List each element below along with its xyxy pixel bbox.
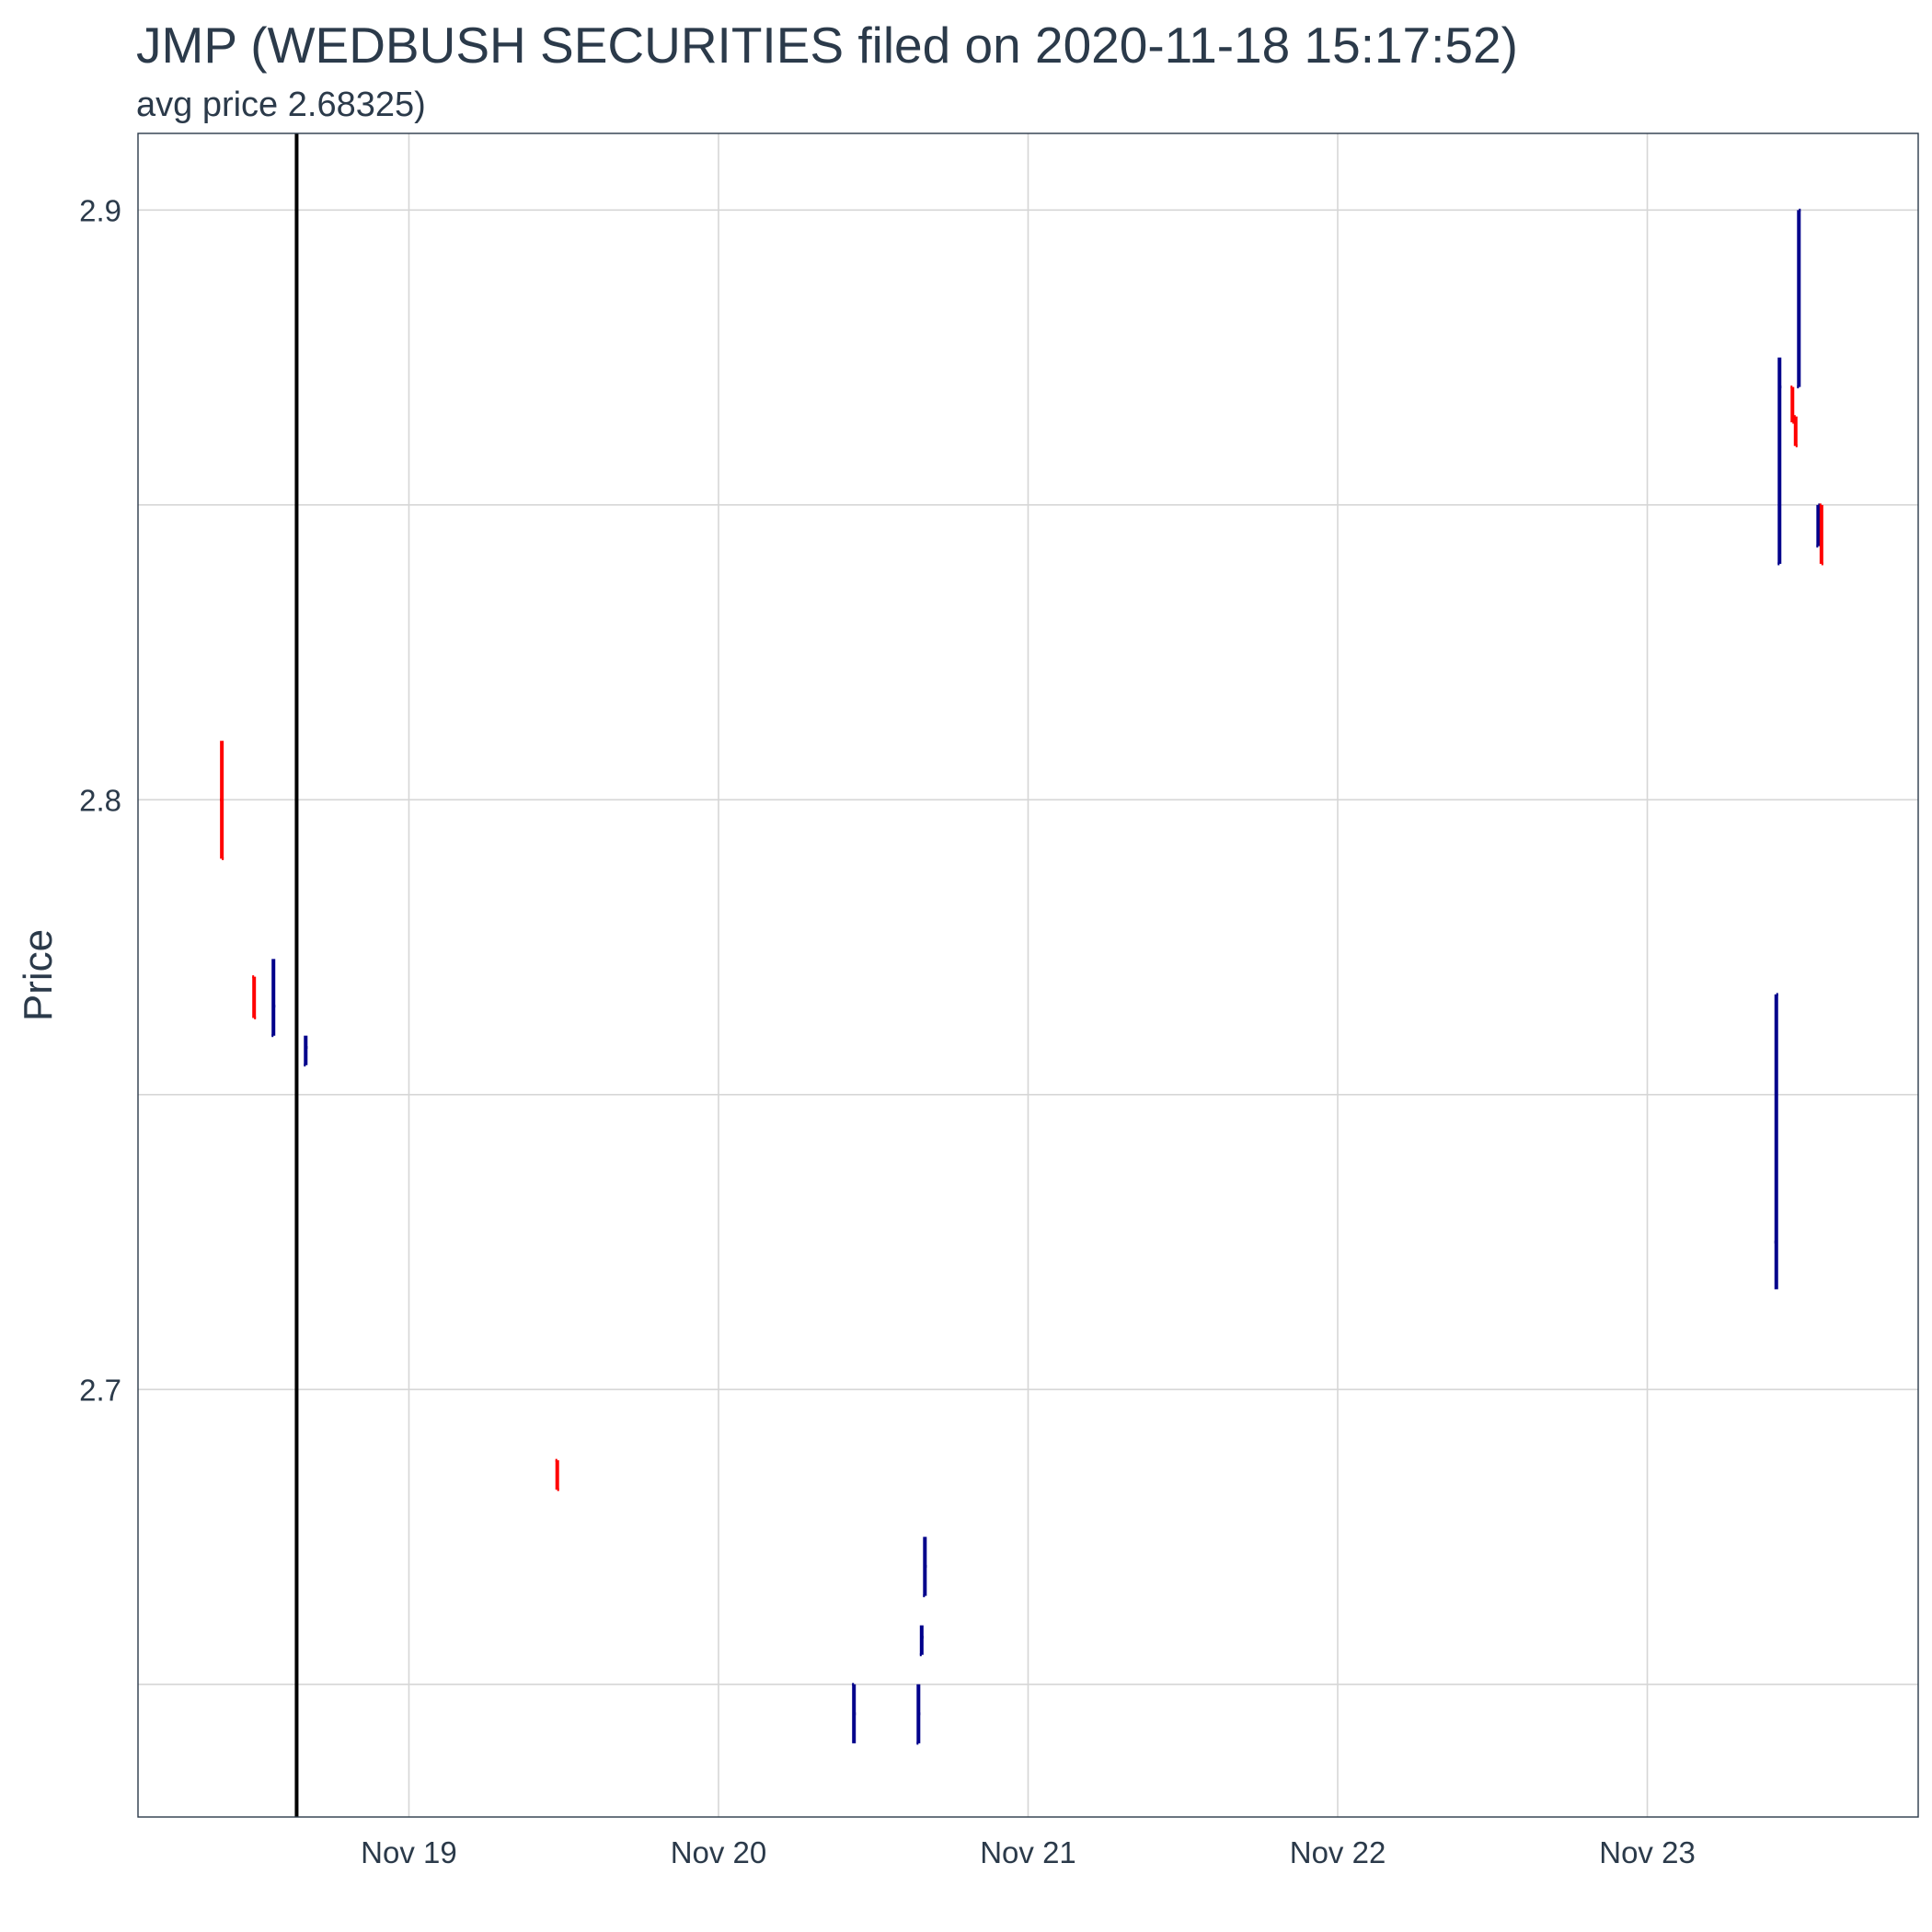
ohlc-bar [220,741,224,860]
y-axis-title: Price [16,929,61,1021]
price-bars [220,208,1823,1745]
y-tick-label: 2.9 [79,193,121,227]
x-tick-label: Nov 19 [361,1835,457,1869]
ohlc-bar [1819,503,1823,566]
x-tick-label: Nov 23 [1599,1835,1696,1869]
ohlc-bar [555,1458,559,1491]
y-tick-label: 2.8 [79,783,121,817]
ohlc-bar [1774,993,1778,1290]
ohlc-bar [271,959,276,1038]
ohlc-bar [916,1684,921,1745]
ohlc-bar [1816,503,1821,548]
ohlc-bar [252,975,257,1019]
x-tick-label: Nov 21 [980,1835,1076,1869]
ohlc-bar [923,1536,927,1598]
chart-title: JMP (WEDBUSH SECURITIES filed on 2020-11… [136,17,1518,74]
chart-subtitle: avg price 2.68325) [136,86,426,124]
axis-ticks: Nov 19 Nov 20 Nov 21 Nov 22 Nov 23 2.7 2.8 2.9 [79,193,1696,1869]
ohlc-bar [304,1035,308,1067]
ohlc-bar [1790,385,1795,424]
ohlc-bar [1777,357,1782,566]
plot-panel [137,132,1919,1818]
x-tick-label: Nov 20 [671,1835,767,1869]
ohlc-bar [1793,415,1798,448]
ohlc-bar [852,1683,857,1743]
ohlc-bar [1797,208,1801,389]
x-tick-label: Nov 22 [1290,1835,1386,1869]
grid-lines [138,133,1918,1817]
y-tick-label: 2.7 [79,1373,121,1407]
ohlc-bar [919,1625,924,1657]
